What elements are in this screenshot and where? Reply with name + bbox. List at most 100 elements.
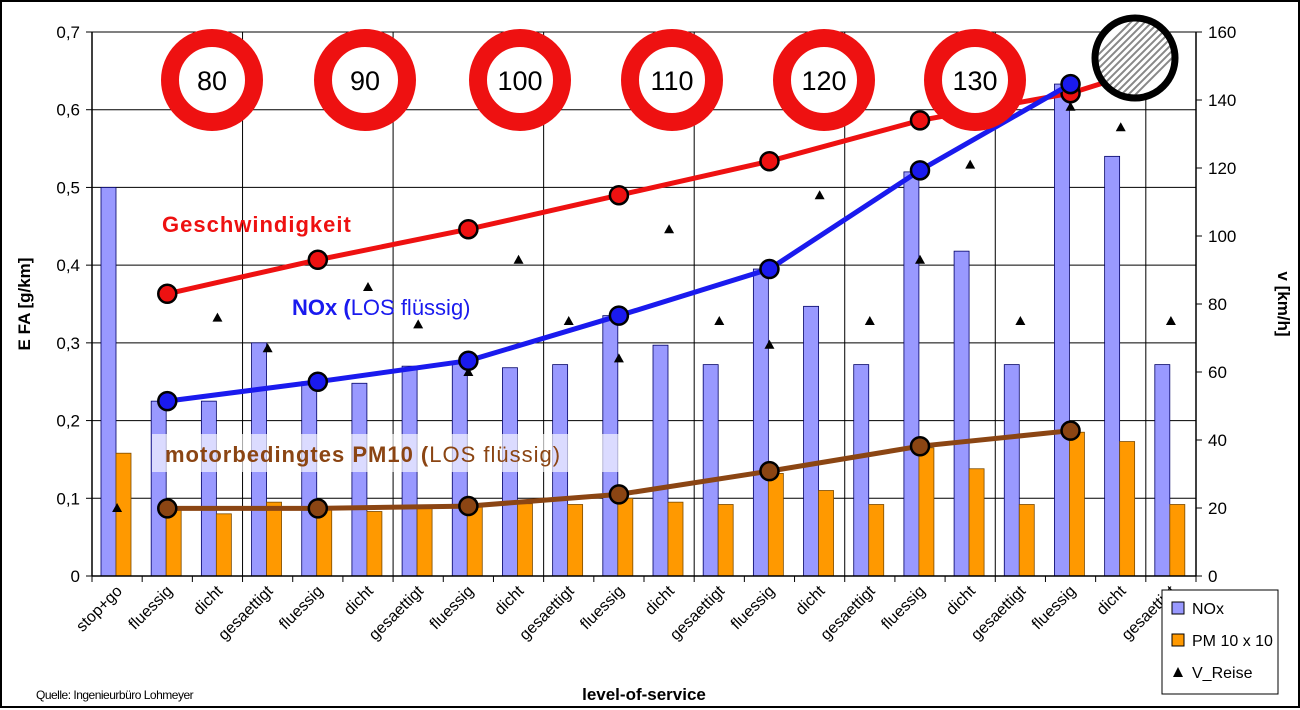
x-category-label: dicht: [943, 582, 979, 618]
bar-pm10: [115, 452, 132, 577]
bar-pm10: [517, 503, 533, 577]
x-category-label: gesaettigt: [366, 582, 427, 643]
bar-nox: [1154, 364, 1171, 577]
legend-swatch: [1171, 633, 1185, 647]
end-of-limit-sign: [1091, 14, 1179, 102]
x-category-label: dicht: [341, 582, 377, 618]
x-category-label: fluessig: [276, 583, 326, 633]
bar-pm10: [717, 504, 734, 577]
speed-sign-label: 120: [801, 66, 846, 96]
v-reise-marker: [1065, 101, 1076, 111]
label-pm10-line: motorbedingtes PM10 (LOS flüssig): [165, 442, 561, 467]
overlay-point: [307, 249, 329, 271]
y-tick-label-right: 140: [1208, 91, 1236, 110]
x-category-label: stop+go: [73, 583, 126, 636]
x-category-label: gesaettigt: [667, 582, 728, 643]
bar-pm10: [567, 504, 584, 577]
speed-sign-label: 90: [350, 66, 380, 96]
bar-nox: [100, 187, 117, 577]
overlay-point: [307, 371, 329, 392]
bar-nox: [301, 381, 318, 577]
bar-nox: [150, 400, 167, 577]
overlay-point: [909, 435, 931, 457]
overlay-lines: [157, 60, 1162, 519]
speed-signs: 80 90 100 110 120 130: [161, 14, 1179, 131]
speed-sign-label: 80: [197, 66, 227, 96]
v-reise-marker: [413, 319, 424, 329]
bar-nox: [1054, 83, 1070, 577]
speed-sign: [161, 29, 263, 131]
hatch-line: [1105, 18, 1175, 98]
overlay-point: [608, 184, 630, 206]
legend-swatch: [1171, 601, 1185, 615]
overlay-point: [909, 110, 931, 131]
x-category-label: fluessig: [878, 583, 928, 633]
v-reise-marker: [463, 367, 474, 376]
overlay-point: [1060, 420, 1081, 441]
x-category-label: dicht: [190, 582, 226, 618]
x-category-label: dicht: [491, 582, 527, 618]
v-reise-marker: [513, 254, 524, 264]
hatch-line: [1095, 18, 1148, 98]
bar-pm10: [617, 497, 634, 577]
bar-pm10: [1119, 441, 1136, 577]
bar-pm10: [667, 501, 684, 577]
x-category-label: gesaettigt: [818, 582, 879, 643]
v-reise-marker: [1115, 122, 1126, 132]
speed-sign: [924, 29, 1026, 131]
overlay-point: [909, 160, 931, 181]
speed-sign: [621, 29, 723, 131]
x-category-label: dicht: [1094, 582, 1130, 618]
y-tick-label-left: 0,1: [56, 489, 80, 508]
overlay-point: [608, 305, 630, 326]
bar-nox: [1003, 364, 1020, 577]
legend-label: V_Reise: [1192, 665, 1253, 682]
y-tick-label-left: 0,4: [56, 256, 80, 275]
label-nox-rest: LOS flüssig): [351, 295, 471, 320]
overlay-point: [157, 283, 178, 305]
speed-sign-label: 110: [650, 66, 693, 96]
speed-sign: [314, 29, 416, 131]
x-axis-title: level-of-service: [582, 685, 706, 704]
v-reise-marker: [212, 312, 223, 322]
legend-label: NOx: [1192, 601, 1224, 618]
y-tick-label-right: 160: [1208, 23, 1236, 42]
speed-sign-label: 130: [952, 66, 997, 96]
v-reise-marker: [764, 339, 775, 349]
speed-sign: [773, 29, 875, 131]
source-note: Quelle: Ingenieurbüro Lohmeyer: [36, 688, 194, 702]
bar-nox: [953, 250, 970, 577]
y-tick-label-left: 0,2: [56, 412, 80, 431]
v-reise-marker: [1165, 316, 1176, 325]
bar-nox: [652, 344, 669, 577]
overlay-point: [1060, 73, 1081, 95]
v-reise-marker: [864, 316, 875, 325]
bar-pm10: [1169, 504, 1186, 577]
bar-pm10: [818, 490, 834, 577]
x-category-label: fluessig: [1029, 583, 1079, 633]
v-reise-marker: [563, 316, 574, 325]
bar-pm10: [266, 501, 282, 577]
y-tick-label-right: 80: [1208, 295, 1227, 314]
bar-pm10: [767, 473, 784, 577]
bar-pm10: [918, 447, 935, 577]
x-category-label: fluessig: [427, 583, 477, 633]
label-nox-line: NOx (LOS flüssig): [292, 295, 471, 320]
bar-nox: [752, 268, 769, 577]
x-category-label: fluessig: [728, 583, 778, 633]
y-tick-label-left: 0,7: [56, 23, 80, 42]
overlay-point: [157, 498, 178, 519]
label-pm10-rest: LOS flüssig): [429, 442, 561, 467]
bar-pm10: [868, 504, 885, 577]
v-reise-markers: [112, 101, 1176, 512]
bar-nox: [1104, 155, 1121, 577]
overlay-point: [759, 258, 780, 280]
v-reise-marker: [1015, 316, 1026, 325]
hatch-line: [1095, 18, 1155, 98]
bar-pm10: [366, 511, 383, 577]
bar-nox: [702, 364, 719, 577]
bar-pm10: [316, 509, 333, 577]
bar-pm10: [466, 505, 483, 577]
y-tick-label-left: 0,3: [56, 334, 80, 353]
